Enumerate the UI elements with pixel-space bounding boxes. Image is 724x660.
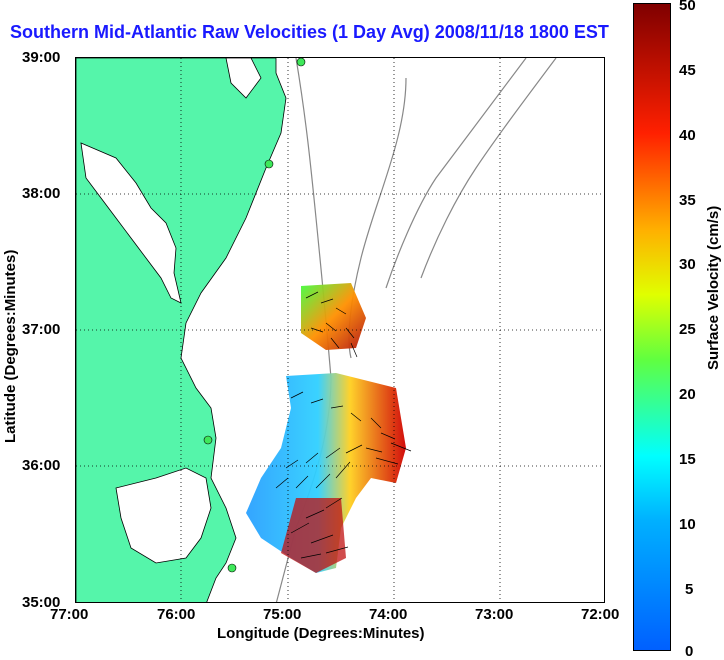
- colorbar-gradient: [634, 4, 670, 650]
- bathymetry-contour: [385, 58, 527, 289]
- colorbar-tick: 45: [679, 62, 696, 79]
- map-title: Southern Mid-Atlantic Raw Velocities (1 …: [10, 22, 609, 42]
- grid-lines: [76, 58, 604, 602]
- station-marker: [296, 58, 306, 67]
- y-tick: 39:00: [22, 49, 61, 66]
- colorbar: [633, 3, 671, 651]
- colorbar-tick: 25: [679, 321, 696, 338]
- colorbar-tick: 15: [679, 451, 696, 468]
- colorbar-tick: 0: [685, 643, 694, 660]
- velocity-vectors: [275, 291, 412, 559]
- velocity-patch-north: [301, 283, 366, 350]
- x-tick: 74:00: [369, 606, 408, 623]
- bathymetry-contour: [420, 58, 557, 279]
- delaware-bay: [225, 58, 262, 99]
- colorbar-tick: 50: [679, 0, 696, 14]
- colorbar-tick: 30: [679, 256, 696, 273]
- pamlico-sound: [115, 467, 212, 564]
- colorbar-tick: 40: [679, 127, 696, 144]
- station-marker: [264, 159, 274, 169]
- map-canvas: [76, 58, 604, 602]
- x-tick: 75:00: [263, 606, 302, 623]
- x-axis-label: Longitude (Degrees:Minutes): [217, 625, 425, 642]
- y-tick: 35:00: [22, 594, 61, 611]
- velocity-patch-south: [246, 373, 406, 573]
- velocity-map: [75, 57, 605, 603]
- colorbar-label: Surface Velocity (cm/s): [705, 205, 722, 370]
- x-tick: 72:00: [581, 606, 620, 623]
- station-marker: [227, 563, 237, 573]
- x-tick: 73:00: [475, 606, 514, 623]
- x-tick: 76:00: [157, 606, 196, 623]
- radar-stations: [203, 58, 306, 573]
- station-marker: [203, 435, 213, 445]
- colorbar-tick: 20: [679, 386, 696, 403]
- colorbar-tick: 5: [685, 581, 694, 598]
- y-axis-label: Latitude (Degrees:Minutes): [2, 249, 19, 443]
- y-tick: 38:00: [22, 185, 61, 202]
- y-tick: 36:00: [22, 457, 61, 474]
- colorbar-tick: 35: [679, 192, 696, 209]
- chesapeake-bay: [80, 142, 182, 304]
- colorbar-tick: 10: [679, 516, 696, 533]
- y-tick: 37:00: [22, 321, 61, 338]
- x-tick: 77:00: [50, 606, 89, 623]
